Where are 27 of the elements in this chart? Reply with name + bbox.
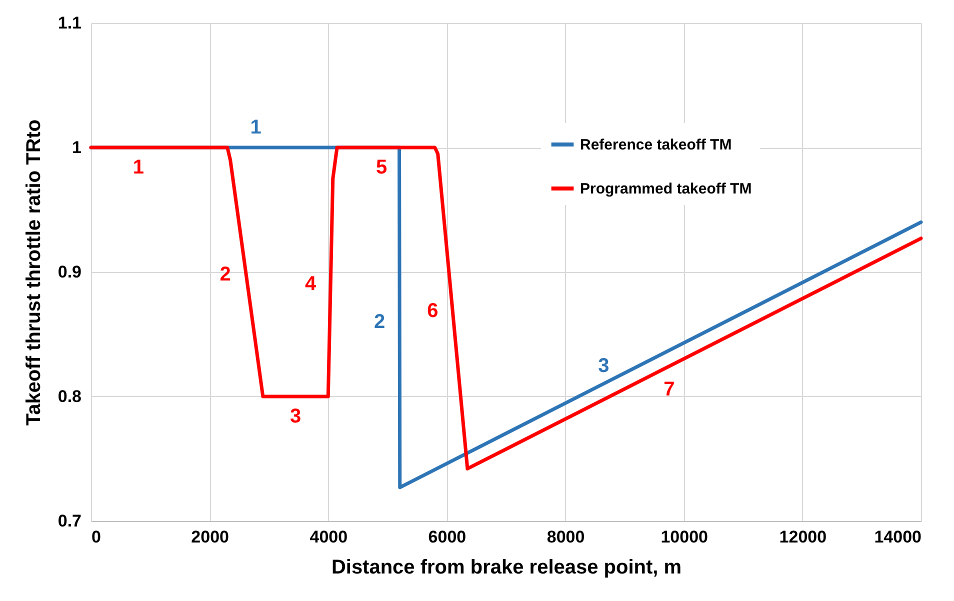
annotation: 1	[132, 156, 144, 178]
x-tick-label: 14000	[874, 528, 922, 546]
annotation: 2	[220, 264, 231, 286]
x-axis-title: Distance from brake release point, m	[331, 556, 682, 578]
y-tick-label: 0.7	[58, 512, 82, 530]
annotation: 3	[598, 355, 610, 378]
legend-label: Programmed takeoff TM	[580, 180, 752, 198]
y-tick-label: 0.9	[58, 262, 82, 282]
y-tick-label: 1.1	[58, 14, 82, 32]
y-tick-label: 0.8	[58, 387, 82, 406]
x-tick-label: 6000	[428, 528, 466, 546]
annotation: 1	[250, 116, 262, 138]
x-tick-label: 0	[92, 528, 101, 546]
annotation: 4	[304, 273, 317, 296]
x-tick-label: 8000	[546, 528, 585, 546]
y-axis-title: Takeoff thrust throttle ratio TRto	[22, 119, 45, 426]
x-tick-label: 12000	[779, 528, 827, 546]
annotation: 7	[664, 378, 675, 400]
annotation: 3	[290, 406, 302, 428]
x-tick-label: 2000	[191, 528, 229, 546]
legend-label: Reference takeoff TM	[580, 136, 732, 154]
x-tick-label: 10000	[660, 528, 708, 546]
annotation: 6	[427, 300, 438, 322]
annotation: 5	[376, 156, 388, 178]
y-tick-label: 1	[72, 138, 82, 157]
x-tick-label: 4000	[310, 528, 348, 546]
annotation: 2	[374, 310, 386, 333]
